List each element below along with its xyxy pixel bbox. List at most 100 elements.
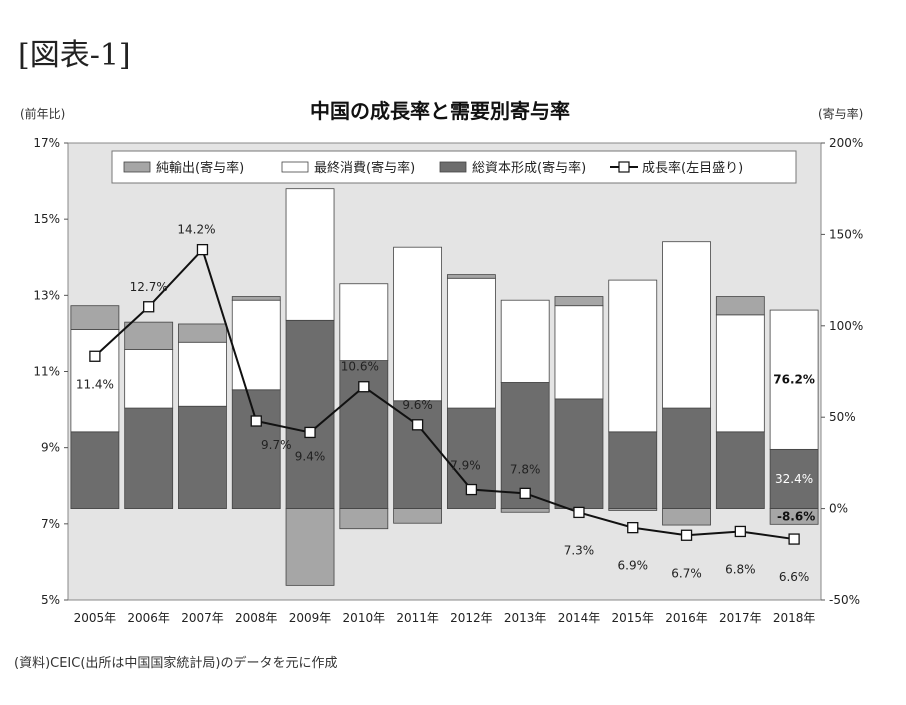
bar-investment-12 — [715, 431, 765, 510]
legend-swatch — [281, 161, 309, 173]
figure-label: [図表-1] — [18, 38, 131, 73]
left-tick-label: 15% — [33, 212, 60, 226]
bar-investment-11 — [662, 407, 711, 509]
bars-layer — [70, 188, 819, 586]
bar-netexport-0 — [70, 305, 120, 330]
growth-data-label: 9.4% — [295, 449, 326, 463]
bar-investment-6 — [393, 400, 443, 509]
bar-consumption-0 — [70, 329, 120, 433]
growth-data-label: 9.7% — [261, 438, 292, 452]
consumption-2018-label: 76.2% — [773, 373, 815, 387]
bar-consumption-3 — [231, 299, 281, 391]
growth-data-label: 9.6% — [402, 398, 433, 412]
left-tick-label: 11% — [33, 365, 60, 379]
bar-netexport-8 — [500, 508, 550, 513]
bar-netexport-12 — [715, 296, 765, 316]
legend-label: 成長率(左目盛り) — [642, 160, 743, 176]
bar-consumption-7 — [446, 277, 496, 409]
bar-netexport-5 — [339, 508, 389, 530]
left-tick-label: 9% — [41, 441, 60, 455]
bar-investment-9 — [554, 398, 604, 510]
bar-netexport-4 — [285, 508, 335, 586]
bar-consumption-13 — [769, 309, 819, 450]
right-tick-label: -50% — [829, 593, 860, 607]
x-tick-label: 2014年 — [558, 611, 601, 625]
bar-netexport-7 — [446, 274, 496, 279]
growth-data-label: 7.8% — [510, 462, 541, 476]
growth-data-label: 11.4% — [76, 377, 114, 391]
x-tick-label: 2006年 — [127, 611, 170, 625]
legend-marker — [618, 161, 630, 173]
bar-consumption-10 — [608, 279, 658, 433]
bar-netexport-6 — [393, 508, 443, 524]
line-layer — [89, 243, 800, 545]
netexport-2018-label: -8.6% — [777, 509, 815, 523]
bar-netexport-1 — [124, 321, 174, 350]
bar-netexport-11 — [662, 508, 711, 526]
growth-data-label: 6.7% — [671, 566, 702, 580]
x-tick-label: 2007年 — [181, 611, 224, 625]
x-tick-label: 2012年 — [450, 611, 493, 625]
legend-label: 総資本形成(寄与率) — [472, 160, 586, 176]
x-tick-label: 2015年 — [611, 611, 654, 625]
investment-2018-label: 32.4% — [775, 472, 813, 486]
x-tick-label: 2010年 — [343, 611, 386, 625]
left-tick-label: 5% — [41, 593, 60, 607]
growth-marker — [788, 533, 800, 545]
right-tick-label: 100% — [829, 319, 863, 333]
right-tick-label: 200% — [829, 136, 863, 150]
legend-swatch — [123, 161, 151, 173]
left-tick-label: 13% — [33, 288, 60, 302]
bar-netexport-9 — [554, 296, 604, 307]
growth-data-label: 7.9% — [450, 459, 481, 473]
left-tick-label: 7% — [41, 517, 60, 531]
growth-data-label: 7.3% — [564, 543, 595, 557]
growth-data-label: 12.7% — [130, 280, 168, 294]
growth-marker — [465, 483, 478, 496]
x-tick-label: 2013年 — [504, 611, 547, 625]
growth-data-label: 14.2% — [177, 223, 215, 237]
x-tick-label: 2009年 — [289, 611, 332, 625]
growth-marker — [627, 521, 639, 534]
growth-marker — [196, 243, 209, 256]
bar-netexport-3 — [231, 296, 281, 301]
bar-consumption-9 — [554, 305, 604, 400]
right-tick-label: 150% — [829, 227, 863, 241]
bar-netexport-13 — [769, 508, 819, 525]
legend-label: 純輸出(寄与率) — [156, 160, 244, 176]
growth-marker — [250, 415, 262, 427]
bar-consumption-1 — [124, 349, 174, 409]
x-tick-label: 2005年 — [74, 611, 117, 625]
bar-investment-4 — [285, 319, 335, 510]
bar-investment-0 — [70, 431, 120, 510]
growth-data-label: 10.6% — [341, 360, 379, 374]
bar-consumption-2 — [178, 341, 227, 407]
growth-data-label: 6.6% — [779, 570, 810, 584]
right-tick-label: 50% — [829, 410, 856, 424]
labels-layer: 11.4% 12.7% 14.2% 9.7%9.4% 10.6% 9.6% 7.9% 7.8%… — [76, 223, 815, 584]
growth-marker — [519, 487, 531, 500]
bar-consumption-5 — [339, 283, 389, 361]
axes-layer: 5% 7% 9% 11% 13% 15% 17% -50% 0% 50% 100% 150% 200% 2… — [33, 136, 863, 625]
growth-data-label: 6.9% — [618, 559, 649, 573]
bar-consumption-8 — [500, 299, 550, 383]
bar-investment-2 — [178, 405, 227, 509]
bar-consumption-4 — [285, 188, 335, 321]
growth-data-label: 6.8% — [725, 562, 756, 576]
x-tick-label: 2018年 — [773, 611, 816, 625]
bar-consumption-6 — [393, 246, 443, 402]
growth-marker — [734, 525, 746, 538]
growth-marker — [304, 426, 316, 439]
legend: 純輸出(寄与率) 最終消費(寄与率) 総資本形成(寄与率) 成長率(左目盛り) — [111, 150, 797, 184]
growth-marker — [358, 381, 370, 393]
bar-netexport-10 — [608, 508, 658, 511]
growth-marker — [680, 529, 693, 541]
right-axis-label: (寄与率) — [818, 106, 863, 121]
growth-contribution-chart: 中国の成長率と需要別寄与率 (前年比) (寄与率) 5% 7% 9% 11% 13% 15… — [20, 99, 863, 625]
bar-investment-13 — [769, 448, 819, 510]
x-tick-label: 2008年 — [235, 611, 278, 625]
x-tick-label: 2017年 — [719, 611, 762, 625]
legend-label: 最終消費(寄与率) — [314, 160, 415, 176]
x-tick-label: 2011年 — [396, 611, 439, 625]
growth-line — [94, 247, 795, 541]
